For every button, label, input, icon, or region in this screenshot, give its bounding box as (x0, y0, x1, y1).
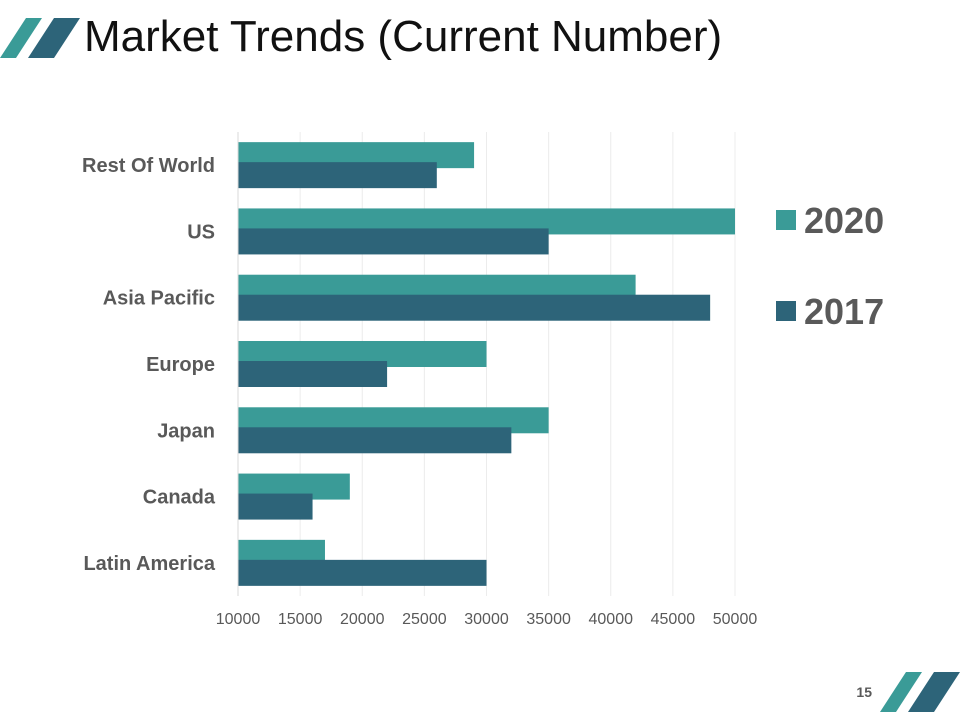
x-tick-label: 20000 (340, 611, 385, 628)
legend-label-2017: 2017 (804, 291, 884, 332)
legend-swatch-2017 (776, 301, 796, 321)
x-tick-label: 30000 (464, 611, 509, 628)
x-tick-label: 15000 (278, 611, 323, 628)
y-category-label: Japan (157, 420, 215, 442)
y-category-label: Canada (143, 487, 216, 509)
bar-2017-asia-pacific (238, 294, 711, 321)
bar-2017-latin-america (238, 559, 487, 586)
page-title: Market Trends (Current Number) (84, 12, 723, 61)
x-tick-label: 50000 (713, 611, 758, 628)
x-tick-label: 10000 (216, 611, 261, 628)
bar-2017-rest-of-world (238, 162, 437, 189)
page-number: 15 (856, 684, 872, 700)
brand-stripes-logo-footer (880, 672, 960, 712)
bar-2017-canada (238, 493, 313, 520)
y-category-label: US (187, 221, 215, 243)
chart-legend: 2020 2017 (776, 200, 884, 332)
chart-bars (238, 142, 735, 586)
y-category-label: Rest Of World (82, 155, 215, 177)
x-tick-label: 35000 (526, 611, 571, 628)
bar-2017-japan (238, 427, 512, 454)
x-tick-label: 45000 (651, 611, 696, 628)
chart-labels: 10000 15000 20000 25000 30000 35000 40000 45000… (82, 155, 757, 628)
legend-label-2020: 2020 (804, 200, 884, 241)
bar-2017-europe (238, 361, 388, 387)
brand-stripes-logo (0, 18, 80, 58)
y-category-label: Europe (146, 354, 215, 376)
y-category-label: Asia Pacific (103, 288, 215, 310)
x-tick-label: 25000 (402, 611, 447, 628)
y-category-label: Latin America (83, 553, 215, 575)
legend-swatch-2020 (776, 210, 796, 230)
bar-2017-us (238, 228, 549, 255)
x-tick-label: 40000 (589, 611, 634, 628)
